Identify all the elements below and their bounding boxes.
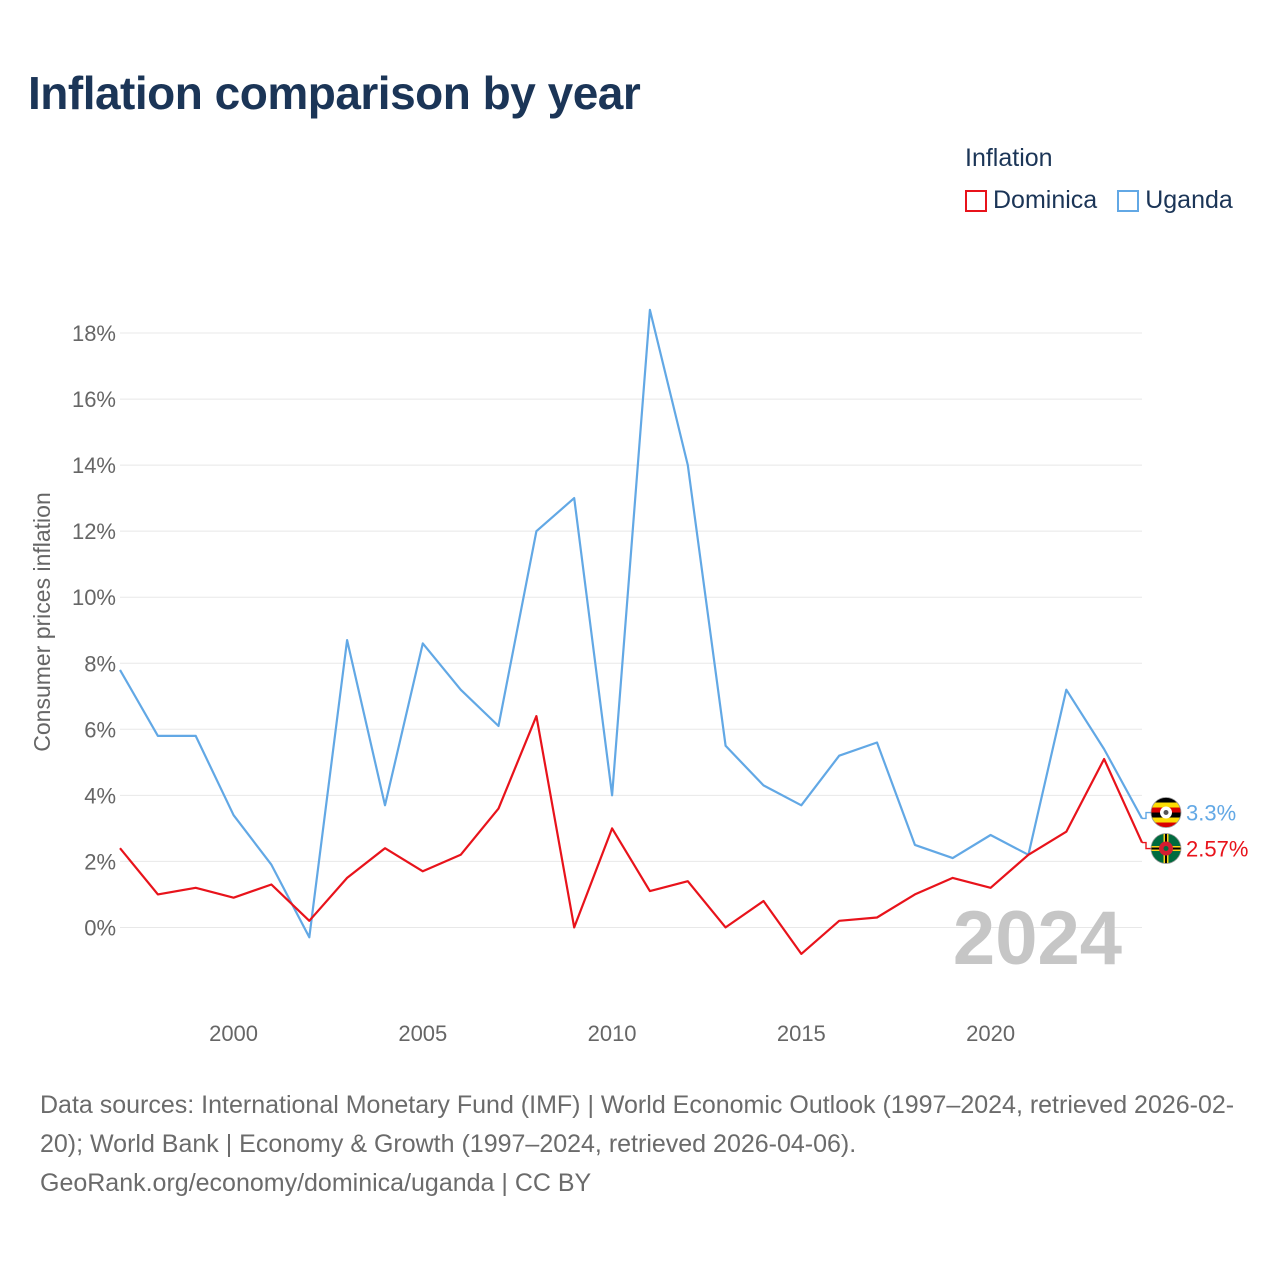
legend-swatch-uganda xyxy=(1117,189,1140,212)
y-tick-label: 14% xyxy=(72,453,116,478)
y-axis-label: Consumer prices inflation xyxy=(29,492,55,752)
flag-outline-dominica xyxy=(1150,833,1182,864)
x-tick-label: 2010 xyxy=(588,1021,637,1046)
x-tick-label: 2015 xyxy=(777,1021,826,1046)
y-tick-label: 8% xyxy=(84,651,116,676)
legend-label-uganda: Uganda xyxy=(1145,186,1233,214)
x-tick-label: 2020 xyxy=(966,1021,1015,1046)
y-tick-label: 6% xyxy=(84,717,116,742)
y-tick-label: 12% xyxy=(72,519,116,544)
legend-item-uganda[interactable]: Uganda xyxy=(1117,186,1233,215)
legend-swatch-dominica xyxy=(965,189,987,212)
y-tick-label: 10% xyxy=(72,585,116,610)
end-value-label-dominica: 2.57% xyxy=(1186,837,1248,862)
chart-title: Inflation comparison by year xyxy=(28,67,641,119)
y-tick-label: 2% xyxy=(84,849,116,874)
leader-line-uganda xyxy=(1142,811,1151,820)
y-tick-label: 16% xyxy=(72,387,116,412)
legend-item-dominica[interactable]: Dominica xyxy=(965,186,1097,215)
attribution-text: GeoRank.org/economy/dominica/uganda | CC… xyxy=(40,1169,592,1197)
legend: Dominica Uganda xyxy=(965,186,1233,215)
leader-line-dominica xyxy=(1142,841,1151,850)
series-line-uganda xyxy=(119,308,1143,939)
legend-label-dominica: Dominica xyxy=(993,186,1098,214)
x-tick-label: 2005 xyxy=(398,1021,447,1046)
dominica-flag-icon xyxy=(1151,833,1181,864)
data-source-footer: Data sources: International Monetary Fun… xyxy=(40,1086,1250,1203)
series-line-dominica xyxy=(119,714,1144,956)
year-watermark: 2024 xyxy=(953,896,1122,981)
y-tick-label: 4% xyxy=(84,783,116,808)
line-chart: 0% 2% 4% 6% 8% 10% 12% 14% 16% 18% 2000 2005 2010 201… xyxy=(29,308,1248,1046)
uganda-flag-icon xyxy=(1151,797,1181,828)
x-tick-label: 2000 xyxy=(209,1021,258,1046)
y-tick-label: 18% xyxy=(72,321,116,346)
y-tick-label: 0% xyxy=(84,915,116,940)
end-value-label-uganda: 3.3% xyxy=(1186,801,1236,826)
legend-title: Inflation xyxy=(965,144,1053,172)
data-source-text: Data sources: International Monetary Fun… xyxy=(40,1091,1235,1158)
flag-outline-uganda xyxy=(1150,797,1182,828)
